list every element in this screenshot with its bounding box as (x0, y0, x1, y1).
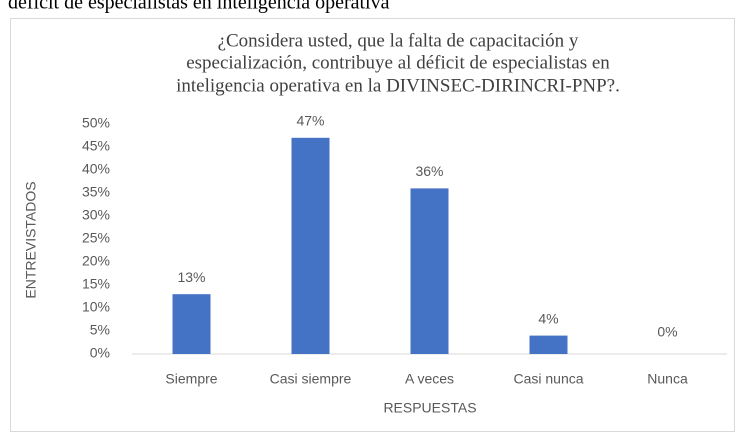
y-tick-label: 15% (82, 276, 110, 292)
x-tick-label: Casi nunca (513, 371, 583, 387)
y-tick-label: 25% (82, 230, 110, 246)
y-tick-label: 5% (90, 322, 110, 338)
data-label: 0% (657, 324, 677, 340)
bar (291, 137, 330, 354)
x-tick-label: Nunca (647, 371, 688, 387)
chart-title: ¿Considera usted, que la falta de capaci… (218, 30, 579, 51)
chart-title: especialización, contribuye al déficit d… (186, 52, 610, 73)
x-tick-label: Siempre (165, 371, 217, 387)
y-tick-label: 20% (82, 253, 110, 269)
data-label: 36% (415, 163, 443, 179)
y-tick-label: 10% (82, 299, 110, 315)
y-tick-label: 50% (82, 115, 110, 131)
y-axis-label: ENTREVISTADOS (23, 181, 39, 298)
data-label: 47% (296, 113, 324, 129)
x-axis-label: RESPUESTAS (383, 400, 476, 416)
chart-border (10, 18, 735, 432)
data-label: 13% (177, 269, 205, 285)
data-label: 4% (538, 310, 558, 326)
chart-title: inteligencia operativa en la DIVINSEC-DI… (176, 75, 620, 96)
y-tick-label: 30% (82, 207, 110, 223)
page-header: déficit de especialistas en inteligencia… (8, 0, 390, 14)
y-tick-label: 45% (82, 138, 110, 154)
x-tick-label: A veces (405, 371, 454, 387)
y-tick-label: 0% (90, 345, 110, 361)
y-tick-label: 35% (82, 184, 110, 200)
x-tick-label: Casi siempre (270, 371, 352, 387)
bar (172, 294, 211, 354)
bar (529, 335, 568, 354)
bar (410, 188, 449, 354)
y-tick-label: 40% (82, 161, 110, 177)
